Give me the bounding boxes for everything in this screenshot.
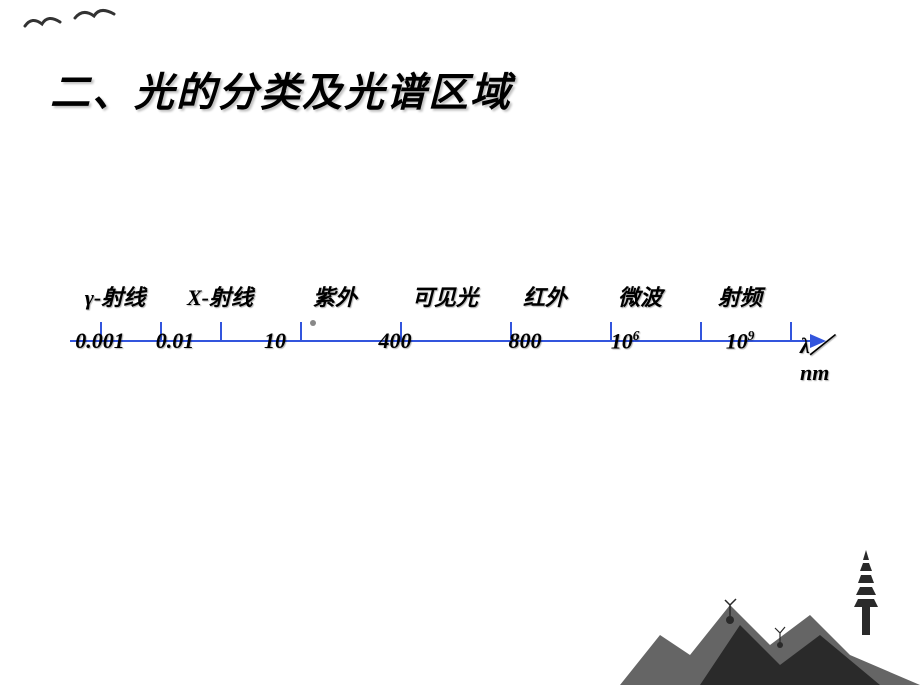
axis-value: 0.01 — [156, 328, 195, 354]
axis-value: 400 — [379, 328, 412, 354]
axis-value: 0.001 — [75, 328, 125, 354]
spectrum-category: 射频 — [690, 280, 790, 312]
axis-value: 109 — [726, 328, 755, 354]
spectrum-category: 微波 — [590, 280, 690, 312]
page-title: 二、光的分类及光谱区域 — [50, 60, 512, 118]
axis-tick — [220, 322, 222, 340]
pagoda-mountain-icon — [620, 505, 920, 685]
axis-value: 106 — [611, 328, 640, 354]
birds-decoration — [20, 8, 120, 53]
spectrum-category: 可见光 — [390, 280, 500, 312]
axis-tick — [300, 322, 302, 340]
spectrum-diagram: γ-射线X-射线紫外可见光红外微波射频 λ／nm 0.0010.01104008… — [70, 280, 860, 362]
axis-value: 10 — [264, 328, 286, 354]
spectrum-category: γ-射线 — [70, 280, 160, 312]
spectrum-categories: γ-射线X-射线紫外可见光红外微波射频 — [70, 280, 860, 312]
axis-value: 800 — [509, 328, 542, 354]
axis-unit-label: λ／nm — [800, 328, 860, 386]
bird-icon — [20, 8, 120, 48]
spectrum-category: 紫外 — [280, 280, 390, 312]
spectrum-category: X-射线 — [160, 280, 280, 312]
scenery-decoration — [620, 505, 920, 690]
spectrum-category: 红外 — [500, 280, 590, 312]
axis-tick — [700, 322, 702, 340]
axis-tick — [790, 322, 792, 340]
